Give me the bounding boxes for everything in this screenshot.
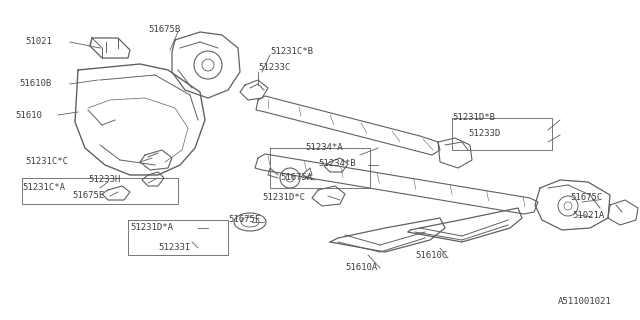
Text: 51231C*B: 51231C*B xyxy=(270,47,313,57)
Text: 51610C: 51610C xyxy=(415,251,447,260)
Text: 51231C*A: 51231C*A xyxy=(22,183,65,193)
Text: 51610B: 51610B xyxy=(20,79,52,89)
Text: A511001021: A511001021 xyxy=(558,298,612,307)
Text: 51233I: 51233I xyxy=(158,244,190,252)
Text: 51233C: 51233C xyxy=(258,63,291,73)
Text: 51021: 51021 xyxy=(25,37,52,46)
Text: 51021A: 51021A xyxy=(572,211,604,220)
Text: 51231C*C: 51231C*C xyxy=(25,157,68,166)
Text: 51675C: 51675C xyxy=(570,194,602,203)
Text: 51675B: 51675B xyxy=(148,26,180,35)
Text: 51610A: 51610A xyxy=(345,263,377,273)
Text: 51234*A: 51234*A xyxy=(305,143,342,153)
Text: 51675F: 51675F xyxy=(228,215,260,225)
Text: 51675A: 51675A xyxy=(280,173,312,182)
Text: 51675E: 51675E xyxy=(72,191,104,201)
Text: 51234*B: 51234*B xyxy=(318,158,356,167)
Text: 51233D: 51233D xyxy=(468,129,500,138)
Text: 51610: 51610 xyxy=(15,110,42,119)
Text: 51233H: 51233H xyxy=(88,175,120,185)
Text: 51231D*B: 51231D*B xyxy=(452,114,495,123)
Text: 51231D*A: 51231D*A xyxy=(130,223,173,233)
Text: 51231D*C: 51231D*C xyxy=(262,194,305,203)
